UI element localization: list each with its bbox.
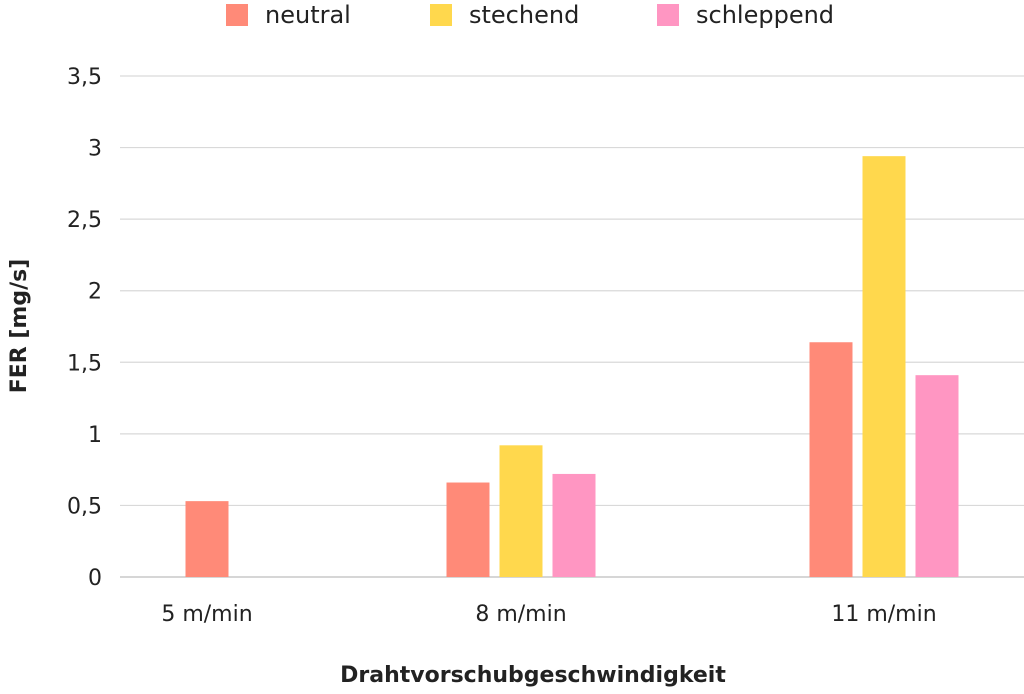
x-tick-label: 8 m/min — [475, 602, 566, 627]
y-tick-label: 3 — [88, 137, 102, 162]
bar-neutral-0 — [185, 501, 229, 577]
bar-stechend-2 — [862, 156, 906, 577]
y-tick-label: 0 — [88, 566, 102, 591]
y-tick-label: 3,5 — [67, 65, 102, 90]
bar-stechend-1 — [499, 445, 543, 577]
y-tick-label: 2,5 — [67, 208, 102, 233]
x-axis-title: Drahtvorschubgeschwindigkeit — [340, 663, 726, 688]
y-tick-label: 1,5 — [67, 351, 102, 376]
legend-label: neutral — [265, 1, 351, 29]
legend-swatch — [657, 4, 679, 26]
legend-label: stechend — [469, 1, 579, 29]
legend-swatch — [430, 4, 452, 26]
y-axis-title: FER [mg/s] — [7, 259, 32, 394]
legend-label: schleppend — [696, 1, 834, 29]
y-tick-label: 0,5 — [67, 494, 102, 519]
legend: neutral stechend schleppend — [226, 1, 834, 29]
y-tick-label: 1 — [88, 423, 102, 448]
bar-neutral-1 — [446, 482, 490, 577]
legend-item-schleppend: schleppend — [657, 1, 834, 29]
bar-schleppend-1 — [552, 473, 596, 577]
bars — [185, 156, 959, 577]
bar-neutral-2 — [809, 342, 853, 577]
legend-swatch — [226, 4, 248, 26]
x-axis-ticks: 5 m/min 8 m/min 11 m/min — [161, 602, 936, 627]
bar-schleppend-2 — [915, 375, 959, 577]
legend-item-neutral: neutral — [226, 1, 351, 29]
x-tick-label: 11 m/min — [831, 602, 936, 627]
y-tick-label: 2 — [88, 280, 102, 305]
legend-item-stechend: stechend — [430, 1, 579, 29]
y-axis-ticks: 0 0,5 1 1,5 2 2,5 3 3,5 — [67, 65, 102, 591]
x-tick-label: 5 m/min — [161, 602, 252, 627]
